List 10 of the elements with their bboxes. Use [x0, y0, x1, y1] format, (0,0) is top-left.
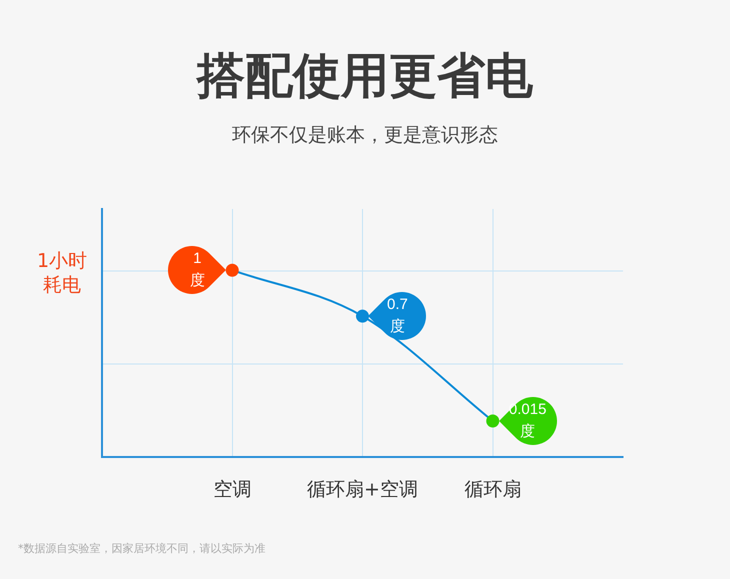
x-tick-label: 循环扇+空调: [307, 478, 418, 500]
chart-title: 搭配使用更省电: [195, 47, 534, 106]
x-tick-label: 空调: [213, 478, 252, 500]
x-tick-label: 循环扇: [464, 478, 522, 500]
y-axis-title: 1小时耗电: [36, 249, 88, 297]
text: *数据源自实验室，因家居环境不同，请以实际为准: [18, 541, 266, 557]
data-label: 0.015 度: [508, 400, 548, 442]
data-label: 0.7 度: [386, 295, 409, 338]
chart-subtitle: 环保不仅是账本，更是意识形态: [231, 123, 499, 148]
data-label: 1 度: [188, 249, 206, 292]
